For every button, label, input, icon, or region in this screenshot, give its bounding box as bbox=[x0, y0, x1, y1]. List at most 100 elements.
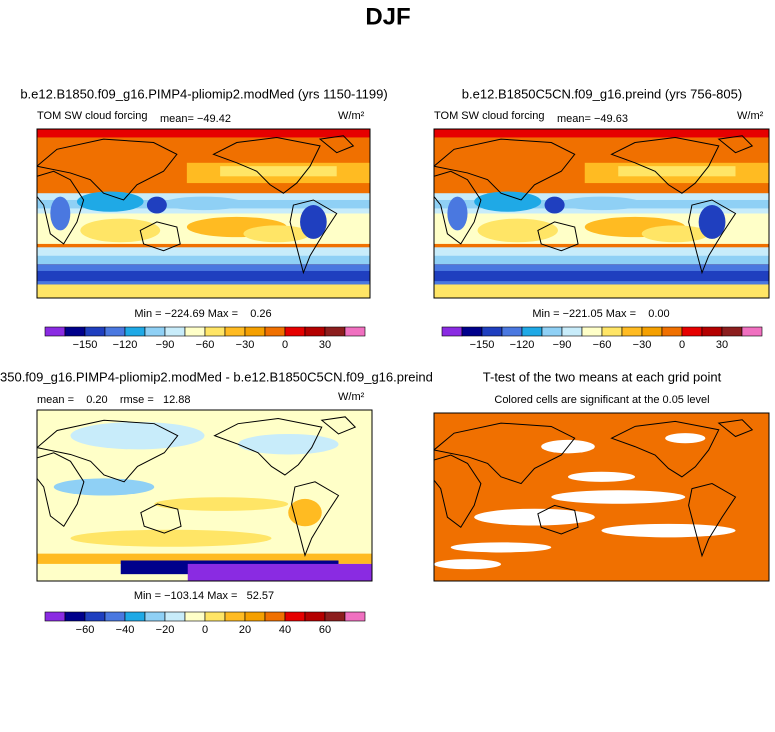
field-blob bbox=[80, 218, 161, 243]
field-band bbox=[220, 166, 337, 177]
panel-title: T-test of the two means at each grid poi… bbox=[483, 369, 722, 384]
colorbar-cell bbox=[264, 326, 286, 337]
coastline bbox=[610, 136, 720, 194]
colorbar-cell bbox=[304, 326, 326, 337]
coastline bbox=[318, 135, 355, 154]
field-blob bbox=[146, 196, 167, 214]
stats: Min = −224.69 Max = 0.26 bbox=[134, 308, 271, 320]
colorbar-label: 0 bbox=[282, 339, 288, 351]
mean-label: mean= −49.42 bbox=[160, 113, 231, 125]
colorbar-label: −20 bbox=[156, 624, 175, 636]
panel-title: 350.f09_g16.PIMP4-pliomip2.modMed - b.e1… bbox=[0, 369, 433, 384]
field-blob bbox=[154, 497, 289, 511]
map-frame bbox=[433, 128, 770, 299]
field-blob bbox=[50, 196, 71, 231]
field-blob bbox=[238, 433, 339, 455]
colorbar-cell bbox=[164, 611, 186, 622]
colorbar-label: 60 bbox=[319, 624, 331, 636]
colorbar-cell bbox=[84, 611, 106, 622]
field-band bbox=[37, 284, 370, 298]
colorbar-label: −60 bbox=[76, 624, 95, 636]
field-blob bbox=[70, 421, 205, 450]
colorbar-label: 0 bbox=[202, 624, 208, 636]
colorbar-cell bbox=[641, 326, 663, 337]
field-blob bbox=[163, 196, 244, 211]
panel-title: b.e12.B1850.f09_g16.PIMP4-pliomip2.modMe… bbox=[20, 86, 387, 101]
colorbar-cell bbox=[344, 326, 366, 337]
field-blob bbox=[434, 559, 501, 570]
colorbar-cell bbox=[104, 611, 126, 622]
field-blob bbox=[601, 523, 736, 538]
colorbar-cell bbox=[461, 326, 483, 337]
colorbar-cell bbox=[441, 326, 463, 337]
colorbar-label: 0 bbox=[679, 339, 685, 351]
colorbar-cell bbox=[164, 326, 186, 337]
colorbar-cell bbox=[561, 326, 583, 337]
colorbar-label: −150 bbox=[73, 339, 98, 351]
colorbar-cell bbox=[144, 326, 166, 337]
map bbox=[36, 409, 373, 582]
mean-label: mean = 0.20 rmse = 12.88 bbox=[37, 394, 190, 406]
colorbar-label: −150 bbox=[470, 339, 495, 351]
colorbar-cell bbox=[44, 611, 66, 622]
colorbar-cell bbox=[681, 326, 703, 337]
field-band bbox=[618, 166, 736, 177]
field-blob bbox=[551, 490, 686, 504]
colorbar-cell bbox=[244, 611, 266, 622]
mean-label: mean= −49.63 bbox=[557, 113, 628, 125]
map-field bbox=[434, 413, 769, 581]
colorbar-cell bbox=[104, 326, 126, 337]
left-label: TOM SW cloud forcing bbox=[434, 110, 544, 122]
colorbar-cell bbox=[244, 326, 266, 337]
field-blob bbox=[477, 218, 558, 243]
field-blob bbox=[243, 225, 311, 243]
map bbox=[433, 128, 770, 299]
coastline bbox=[37, 419, 179, 483]
field-band bbox=[434, 255, 769, 265]
figure-title: DJF bbox=[365, 3, 410, 30]
colorbar-label: −30 bbox=[633, 339, 652, 351]
map-frame bbox=[36, 409, 373, 582]
map-field bbox=[37, 410, 372, 581]
colorbar-cell bbox=[741, 326, 763, 337]
colorbar-label: 40 bbox=[279, 624, 291, 636]
colorbar-cell bbox=[621, 326, 643, 337]
colorbar-cell bbox=[144, 611, 166, 622]
colorbar-label: −90 bbox=[553, 339, 572, 351]
panel-title: b.e12.B1850C5CN.f09_g16.preind (yrs 756-… bbox=[462, 86, 742, 101]
coastline bbox=[289, 199, 338, 275]
map-field bbox=[434, 129, 769, 298]
colorbar-cell bbox=[324, 611, 346, 622]
field-band bbox=[37, 553, 372, 564]
colorbar-cell bbox=[701, 326, 723, 337]
coastline bbox=[320, 416, 357, 435]
coastline bbox=[717, 135, 754, 154]
units: W/m² bbox=[338, 391, 365, 403]
field-blob bbox=[641, 225, 709, 243]
field-band bbox=[37, 129, 370, 138]
field-blob bbox=[447, 196, 468, 231]
coastline bbox=[37, 138, 178, 201]
colorbar-cell bbox=[481, 326, 503, 337]
units: W/m² bbox=[338, 110, 365, 122]
colorbar-cell bbox=[284, 326, 306, 337]
colorbar-cell bbox=[224, 611, 246, 622]
field-band bbox=[434, 284, 769, 298]
field-blob bbox=[474, 191, 542, 212]
field-band bbox=[37, 270, 370, 282]
colorbar-cell bbox=[284, 611, 306, 622]
colorbar-label: −90 bbox=[156, 339, 175, 351]
coastline bbox=[291, 481, 340, 557]
colorbar-cell bbox=[264, 611, 286, 622]
left-label: TOM SW cloud forcing bbox=[37, 110, 147, 122]
map-frame bbox=[36, 128, 371, 299]
stats: Min = −221.05 Max = 0.00 bbox=[532, 308, 669, 320]
colorbar-cell bbox=[721, 326, 743, 337]
field-blob bbox=[300, 205, 327, 239]
colorbar-cell bbox=[304, 611, 326, 622]
field-blob bbox=[53, 478, 155, 496]
panel-subtitle: Colored cells are significant at the 0.0… bbox=[494, 394, 709, 406]
field-band bbox=[37, 255, 370, 265]
field-blob bbox=[288, 498, 322, 527]
colorbar-cell bbox=[344, 611, 366, 622]
